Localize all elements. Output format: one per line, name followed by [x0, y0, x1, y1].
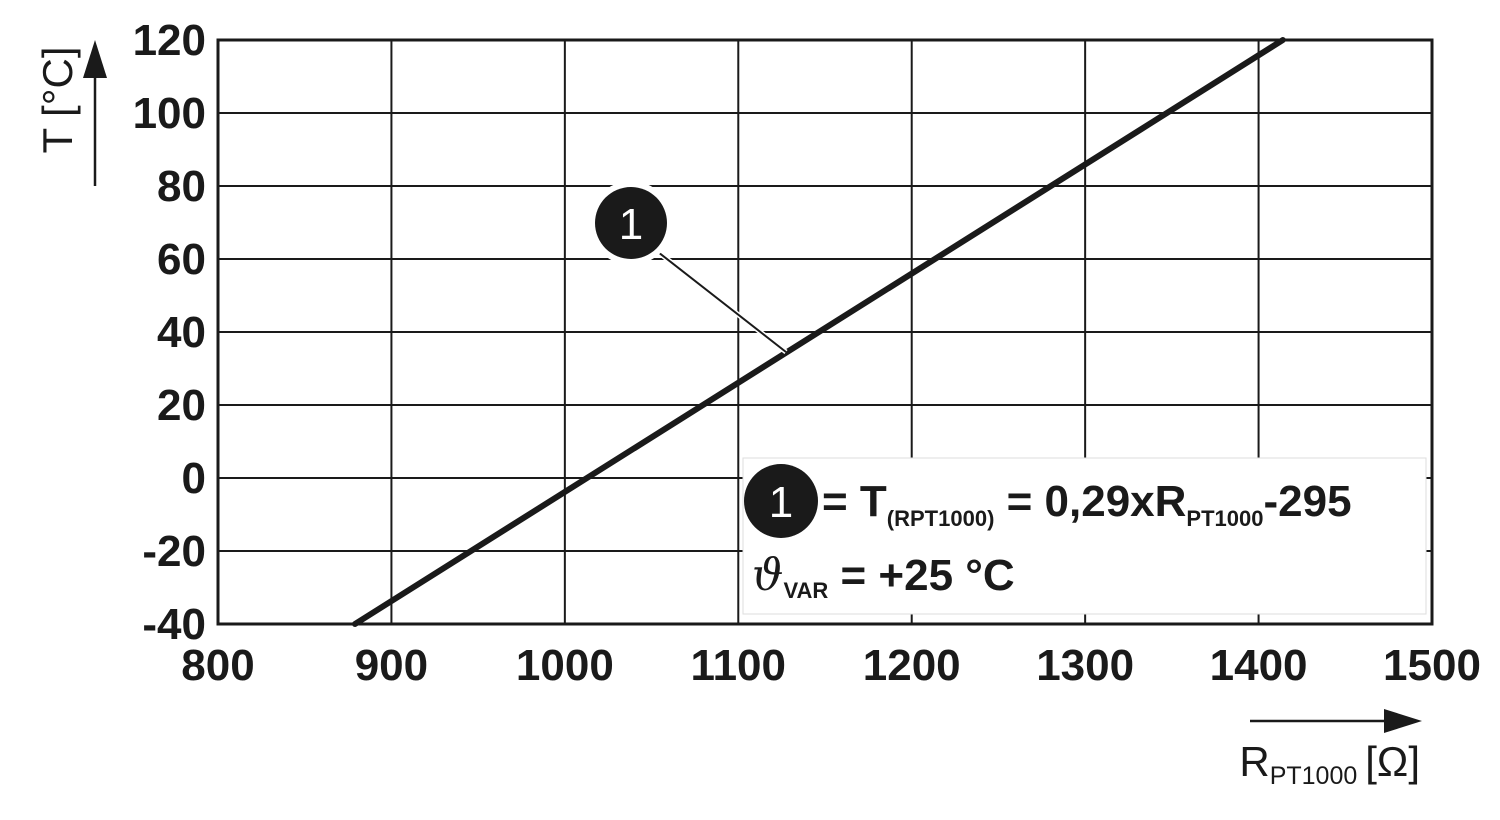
y-axis-title: T [°C] — [34, 46, 81, 153]
x-axis-title-sub: PT1000 — [1270, 762, 1358, 790]
y-tick-label: -20 — [142, 527, 206, 576]
x-tick-label: 800 — [181, 641, 254, 690]
legend-eq-sub2: PT1000 — [1186, 506, 1263, 531]
marker-circle — [595, 187, 667, 259]
x-tick-label: 1200 — [863, 641, 961, 690]
x-tick-label: 900 — [355, 641, 428, 690]
legend-marker-circle — [744, 464, 818, 538]
legend-background — [742, 457, 1427, 615]
y-tick-label: 80 — [157, 162, 206, 211]
legend-theta-symbol: ϑ — [752, 550, 783, 601]
legend-eq-mid: = 0,29xR — [994, 477, 1186, 526]
y-tick-labels: 120 100 80 60 40 20 0 -20 -40 — [133, 16, 206, 649]
y-tick-label: 40 — [157, 308, 206, 357]
legend-condition: ϑVAR = +25 °C — [752, 550, 1015, 603]
x-tick-labels: 800 900 1000 1100 1200 1300 1400 1500 — [181, 641, 1481, 690]
x-axis-title: RPT1000 [Ω] — [1239, 738, 1420, 790]
marker-leader-line-inner — [657, 251, 787, 353]
legend-eq-start: = T — [822, 477, 887, 526]
legend-eq-sub1: (RPT1000) — [887, 506, 995, 531]
y-tick-label: 60 — [157, 235, 206, 284]
x-tick-label: 1300 — [1036, 641, 1134, 690]
marker-number: 1 — [619, 200, 643, 249]
y-tick-label: -40 — [142, 600, 206, 649]
x-tick-label: 1100 — [691, 641, 786, 690]
legend-marker-number: 1 — [769, 478, 793, 527]
x-tick-label: 1400 — [1210, 641, 1308, 690]
legend-eq-tail: -295 — [1263, 477, 1351, 526]
series-line — [352, 37, 1286, 627]
legend: 1 = T(RPT1000) = 0,29xRPT1000-295 ϑVAR =… — [742, 457, 1427, 615]
legend-temp-value: = +25 °C — [828, 551, 1014, 600]
x-axis-title-unit: [Ω] — [1365, 738, 1420, 785]
y-tick-label: 20 — [157, 381, 206, 430]
y-tick-label: 120 — [133, 16, 206, 65]
plot-frame — [216, 38, 1434, 626]
y-tick-label: 100 — [133, 89, 206, 138]
y-axis-arrow-head — [83, 40, 107, 78]
x-tick-label: 1000 — [516, 641, 614, 690]
x-tick-label: 1500 — [1383, 641, 1481, 690]
legend-equation: = T(RPT1000) = 0,29xRPT1000-295 — [822, 477, 1352, 531]
x-axis-arrow-head — [1384, 709, 1422, 733]
y-tick-label: 0 — [182, 454, 206, 503]
legend-var-sub: VAR — [783, 578, 828, 603]
x-axis-title-main: R — [1239, 738, 1269, 785]
